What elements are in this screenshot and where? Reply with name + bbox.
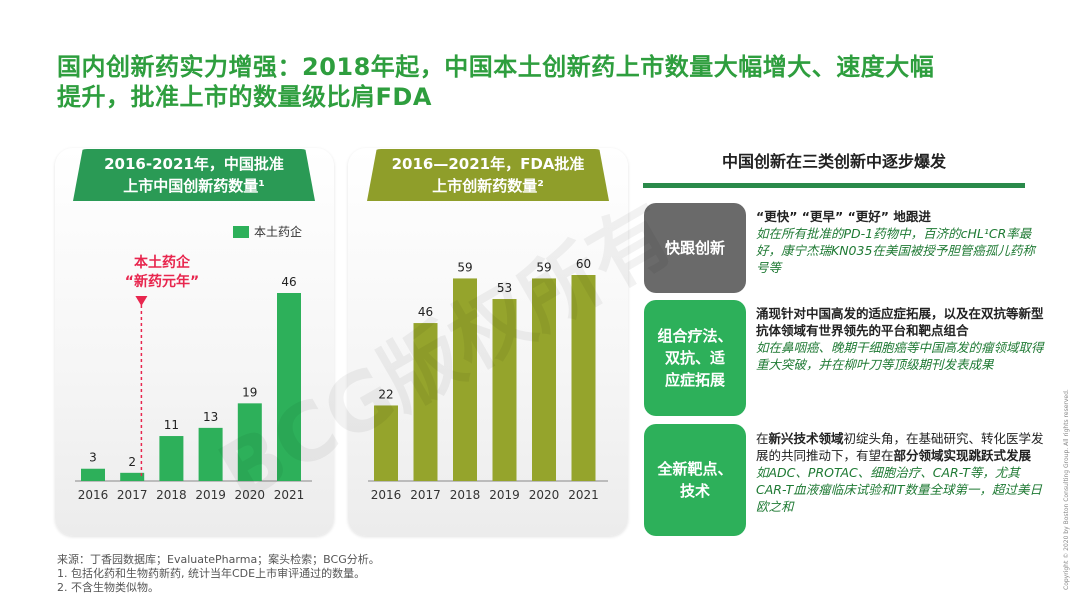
category-new-target: 全新靶点、 技术	[644, 424, 746, 536]
china-bar-2019	[198, 427, 223, 481]
china-tick-label-2019: 2019	[195, 488, 226, 502]
fda-bar-2017	[413, 323, 438, 481]
new-target-text-c: 初绽头角，在基础研究、转化医学发展的共同推动下，有望在	[756, 431, 1044, 463]
category-new-target-label-1: 全新靶点、	[657, 460, 733, 478]
fast-follow-example: 如在所有批准的PD-1药物中，百济的cHL¹CR率最好，康宁杰瑞KN035在美国…	[756, 226, 1035, 275]
category-combination-label-2: 双抗、适	[664, 349, 725, 367]
combination-headline: 涌现针对中国高发的适应症拓展，以及在双抗等新型抗体领域有世界领先的平台和靶点组合	[756, 306, 1044, 338]
china-value-label-2019: 13	[203, 410, 218, 424]
legend-label: 本土药企	[254, 225, 303, 239]
china-tick-label-2021: 2021	[274, 488, 305, 502]
china-chart-banner: 2016-2021年，中国批准 上市中国创新药数量¹	[73, 149, 315, 201]
new-target-text-d: 部分领域实现跳跃式发展	[893, 448, 1032, 463]
fda-bar-2019	[492, 299, 517, 481]
source-line: 来源：丁香园数据库；EvaluatePharma；案头检索；BCG分析。	[57, 553, 380, 566]
new-target-example: 如ADC、PROTAC、细胞治疗、CAR-T等，尤其CAR-T血液瘤临床试验和I…	[756, 465, 1043, 514]
fda-bar-2018	[453, 278, 477, 481]
china-chart-title-line2: 上市中国创新药数量¹	[123, 177, 265, 195]
china-bar-2021	[277, 293, 301, 481]
fda-tick-label-2016: 2016	[371, 488, 402, 502]
china-value-label-2021: 46	[281, 275, 296, 289]
china-value-label-2018: 11	[164, 418, 179, 432]
fda-chart-title-line2: 上市创新药数量²	[432, 177, 544, 195]
fda-value-label-2020: 59	[536, 260, 551, 274]
new-target-text-a: 在	[756, 431, 769, 446]
fda-value-label-2019: 53	[497, 281, 512, 295]
annotation-line1: 本土药企	[134, 255, 190, 271]
china-chart-legend: 本土药企	[233, 223, 302, 240]
china-bar-2016	[81, 468, 105, 481]
china-bar-2017	[120, 472, 145, 481]
footnote-1: 1. 包括化药和生物药新药, 统计当年CDE上市审评通过的数量。	[57, 567, 366, 580]
china-tick-label-2020: 2020	[235, 488, 266, 502]
fda-chart-banner: 2016—2021年，FDA批准 上市创新药数量²	[367, 149, 609, 201]
china-bar-2018	[159, 436, 184, 481]
combination-example: 如在鼻咽癌、晚期干细胞癌等中国高发的瘤领域取得重大突破，并在柳叶刀等顶级期刊发表…	[756, 340, 1044, 372]
innovation-section-title: 中国创新在三类创新中逐步爆发	[721, 152, 946, 171]
china-tick-label-2017: 2017	[117, 488, 148, 502]
category-new-target-label-2: 技术	[679, 482, 710, 500]
page-title: 国内创新药实力增强：2018年起，中国本土创新药上市数量大幅增大、速度大幅 提升…	[57, 52, 1037, 112]
category-combination-label-3: 应症拓展	[664, 371, 725, 389]
china-tick-label-2016: 2016	[78, 488, 109, 502]
fda-tick-label-2017: 2017	[410, 488, 441, 502]
fda-value-label-2016: 22	[378, 387, 393, 401]
section-divider	[643, 183, 1025, 188]
fda-bar-2016	[374, 405, 398, 481]
fda-value-label-2018: 59	[457, 260, 472, 274]
category-fast-follow-label-1: 快跟创新	[664, 239, 725, 257]
fast-follow-description: “更快” “更早” “更好” 地跟进 如在所有批准的PD-1药物中，百济的cHL…	[756, 208, 1046, 276]
new-target-description: 在新兴技术领域初绽头角，在基础研究、转化医学发展的共同推动下，有望在部分领域实现…	[756, 430, 1046, 515]
china-tick-label-2018: 2018	[156, 488, 187, 502]
annotation-arrow-icon	[135, 296, 148, 306]
fda-tick-label-2019: 2019	[489, 488, 520, 502]
china-chart-title-line1: 2016-2021年，中国批准	[104, 155, 284, 173]
fda-bar-2021	[571, 275, 596, 481]
footnote-2: 2. 不含生物类似物。	[57, 581, 159, 594]
fda-value-label-2017: 46	[418, 305, 433, 319]
china-value-label-2017: 2	[128, 455, 136, 469]
fda-tick-label-2020: 2020	[529, 488, 560, 502]
copyright-notice: Copyright © 2020 by Boston Consulting Gr…	[1063, 389, 1070, 590]
legend-swatch	[233, 225, 249, 238]
page-title-line2: 提升，批准上市的数量级比肩FDA	[57, 83, 432, 111]
category-combination-label-1: 组合疗法、	[657, 327, 733, 345]
fda-chart-title-line1: 2016—2021年，FDA批准	[391, 155, 585, 173]
category-combination: 组合疗法、 双抗、适 应症拓展	[644, 300, 746, 416]
fda-tick-label-2018: 2018	[450, 488, 481, 502]
fast-follow-headline: “更快” “更早” “更好” 地跟进	[756, 209, 931, 224]
fda-value-label-2021: 60	[576, 257, 591, 271]
annotation-line2: “新药元年”	[124, 274, 200, 290]
new-target-text-b: 新兴技术领域	[768, 431, 844, 446]
source-notes: 来源：丁香园数据库；EvaluatePharma；案头检索；BCG分析。 1. …	[57, 553, 380, 595]
new-target-headline: 在新兴技术领域初绽头角，在基础研究、转化医学发展的共同推动下，有望在部分领域实现…	[756, 430, 1046, 464]
new-drug-year-annotation: 本土药企 “新药元年”	[112, 254, 212, 292]
fda-tick-label-2021: 2021	[568, 488, 599, 502]
china-value-label-2016: 3	[89, 451, 97, 465]
china-bar-2020	[237, 403, 262, 481]
page-title-line1: 国内创新药实力增强：2018年起，中国本土创新药上市数量大幅增大、速度大幅	[57, 53, 935, 81]
category-fast-follow: 快跟创新	[644, 203, 746, 293]
combination-description: 涌现针对中国高发的适应症拓展，以及在双抗等新型抗体领域有世界领先的平台和靶点组合…	[756, 305, 1046, 373]
china-value-label-2020: 19	[242, 385, 257, 399]
fda-bar-2020	[532, 278, 556, 481]
